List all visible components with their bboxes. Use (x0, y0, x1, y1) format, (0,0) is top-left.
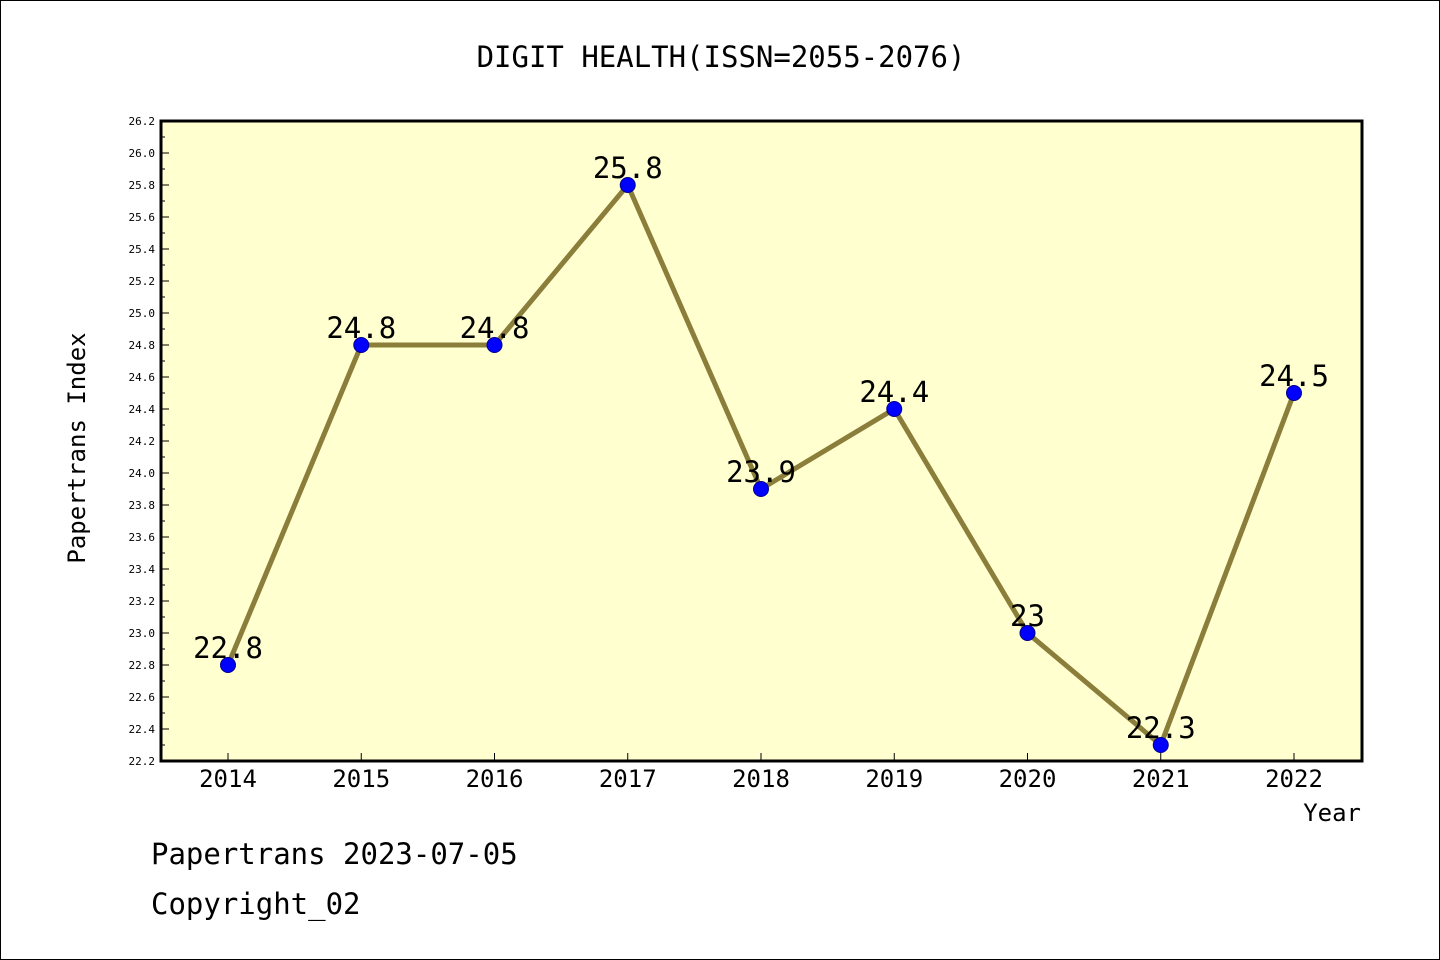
x-tick-label: 2020 (999, 765, 1057, 793)
y-tick-label: 24.0 (129, 467, 156, 480)
data-label: 22.8 (193, 631, 263, 665)
data-point (886, 401, 903, 417)
data-label: 23.9 (726, 455, 796, 489)
data-point (486, 337, 503, 353)
footer-copyright: Copyright_02 (151, 887, 361, 921)
y-tick-label: 26.2 (129, 115, 156, 128)
y-tick-label: 25.4 (129, 243, 156, 256)
data-point (753, 481, 769, 497)
data-label: 22.3 (1126, 711, 1196, 745)
y-tick-label: 22.4 (129, 723, 156, 736)
y-tick-label: 25.0 (129, 307, 156, 320)
data-label: 23 (1010, 599, 1045, 633)
y-tick-label: 22.8 (129, 659, 156, 672)
chart-title: DIGIT HEALTH(ISSN=2055-2076) (477, 40, 966, 74)
data-label: 24.8 (460, 311, 530, 345)
y-tick-label: 23.4 (129, 563, 156, 576)
y-tick-label: 26.0 (129, 147, 156, 160)
y-tick-label: 25.6 (129, 211, 156, 224)
data-point (1286, 385, 1302, 401)
data-label: 24.8 (326, 311, 396, 345)
plot-border (159, 119, 1364, 763)
x-tick-label: 2016 (466, 765, 524, 793)
y-tick-label: 23.2 (129, 595, 156, 608)
y-tick-label: 24.8 (129, 339, 156, 352)
data-point (220, 657, 236, 673)
x-tick-label: 2019 (865, 765, 923, 793)
x-tick-label: 2018 (732, 765, 790, 793)
y-tick-label: 22.6 (129, 691, 156, 704)
y-tick-label: 25.2 (129, 275, 156, 288)
x-tick-label: 2022 (1265, 765, 1323, 793)
y-axis-title: Papertrans Index (63, 332, 91, 563)
x-tick-label: 2015 (332, 765, 390, 793)
plot-area (161, 121, 1362, 761)
x-tick-label: 2021 (1132, 765, 1190, 793)
y-tick-label: 22.2 (129, 755, 156, 768)
data-label: 24.4 (859, 375, 929, 409)
data-point (619, 177, 636, 193)
y-tick-label: 23.8 (129, 499, 156, 512)
x-tick-label: 2017 (599, 765, 657, 793)
x-tick-label: 2014 (199, 765, 257, 793)
y-tick-label: 24.4 (129, 403, 156, 416)
y-tick-label: 24.6 (129, 371, 156, 384)
y-tick-label: 23.0 (129, 627, 156, 640)
data-point (353, 337, 370, 353)
footer-date: Papertrans 2023-07-05 (151, 837, 518, 871)
y-tick-label: 25.8 (129, 179, 156, 192)
y-tick-label: 24.2 (129, 435, 156, 448)
data-label: 24.5 (1259, 359, 1329, 393)
x-axis-title: Year (1303, 799, 1361, 827)
data-point (1152, 737, 1169, 753)
y-tick-label: 23.6 (129, 531, 156, 544)
data-point (1019, 625, 1036, 641)
data-label: 25.8 (593, 151, 663, 185)
